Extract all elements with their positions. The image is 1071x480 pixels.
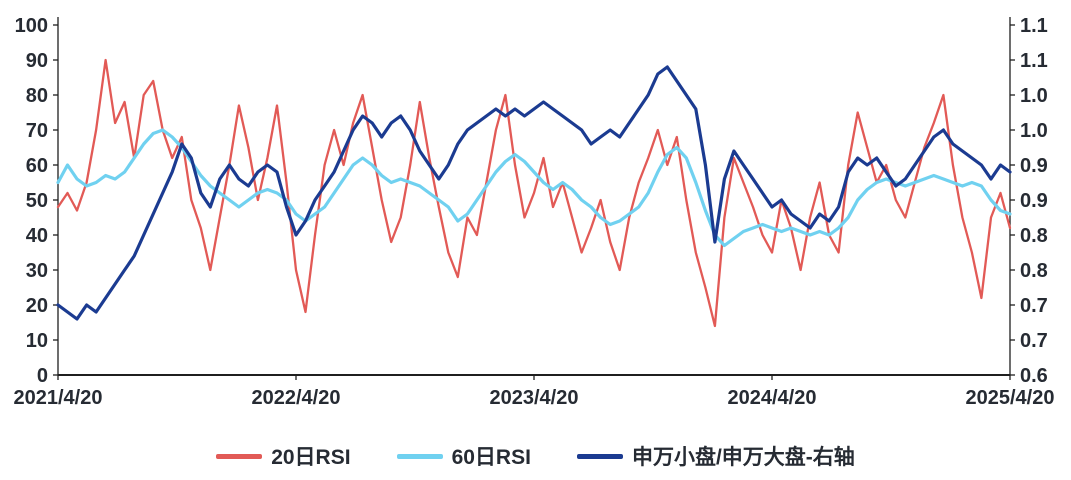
- left-axis-tick-label: 90: [26, 50, 48, 72]
- legend-item-rsi20: 20日RSI: [216, 441, 351, 471]
- chart-legend: 20日RSI 60日RSI 申万小盘/申万大盘-右轴: [0, 441, 1071, 471]
- x-axis-tick-label: 2022/4/20: [252, 387, 341, 409]
- right-axis-tick-label: 0.8: [1020, 225, 1048, 247]
- left-axis-tick-label: 40: [26, 225, 48, 247]
- right-axis-tick-label: 0.9: [1020, 190, 1048, 212]
- left-axis-tick-label: 10: [26, 330, 48, 352]
- right-axis-tick-label: 0.8: [1020, 260, 1048, 282]
- left-axis-tick-label: 60: [26, 155, 48, 177]
- right-axis-tick-label: 1.1: [1020, 15, 1048, 37]
- legend-item-ratio: 申万小盘/申万大盘-右轴: [576, 441, 855, 471]
- legend-swatch-ratio: [576, 453, 623, 459]
- series-line-rsi20: [56, 58, 1012, 328]
- series-line-ratio: [56, 65, 1012, 321]
- x-axis-tick-label: 2023/4/20: [490, 387, 579, 409]
- plot-area: 100 1.190 1.180 1.070 1.060 0.950 0.940 0.830 0.…: [14, 15, 1055, 409]
- right-axis-tick-label: 0.6: [1020, 365, 1048, 387]
- left-axis-tick-label: 20: [26, 295, 48, 317]
- right-axis-tick-label: 1.0: [1020, 120, 1048, 142]
- legend-label-rsi20: 20日RSI: [271, 446, 351, 469]
- right-axis-tick-label: 1.1: [1020, 50, 1048, 72]
- left-axis-tick-label: 100: [15, 15, 48, 37]
- legend-label-rsi60: 60日RSI: [451, 446, 531, 469]
- left-axis-tick-label: 80: [26, 85, 48, 107]
- legend-label-ratio: 申万小盘/申万大盘-右轴: [631, 446, 855, 469]
- left-axis-tick-label: 50: [26, 190, 48, 212]
- x-axis-tick-label: 2025/4/20: [966, 387, 1055, 409]
- right-axis-tick-label: 0.7: [1020, 295, 1048, 317]
- right-axis-tick-label: 0.9: [1020, 155, 1048, 177]
- x-axis-tick-label: 2021/4/20: [14, 387, 103, 409]
- left-axis-tick-label: 0: [37, 365, 48, 387]
- right-axis-tick-label: 0.7: [1020, 330, 1048, 352]
- left-axis-tick-label: 30: [26, 260, 48, 282]
- legend-item-rsi60: 60日RSI: [396, 441, 531, 471]
- legend-swatch-rsi20: [216, 453, 263, 459]
- x-axis-tick-label: 2024/4/20: [728, 387, 817, 409]
- right-axis-tick-label: 1.0: [1020, 85, 1048, 107]
- left-axis-tick-label: 70: [26, 120, 48, 142]
- legend-swatch-rsi60: [396, 453, 443, 459]
